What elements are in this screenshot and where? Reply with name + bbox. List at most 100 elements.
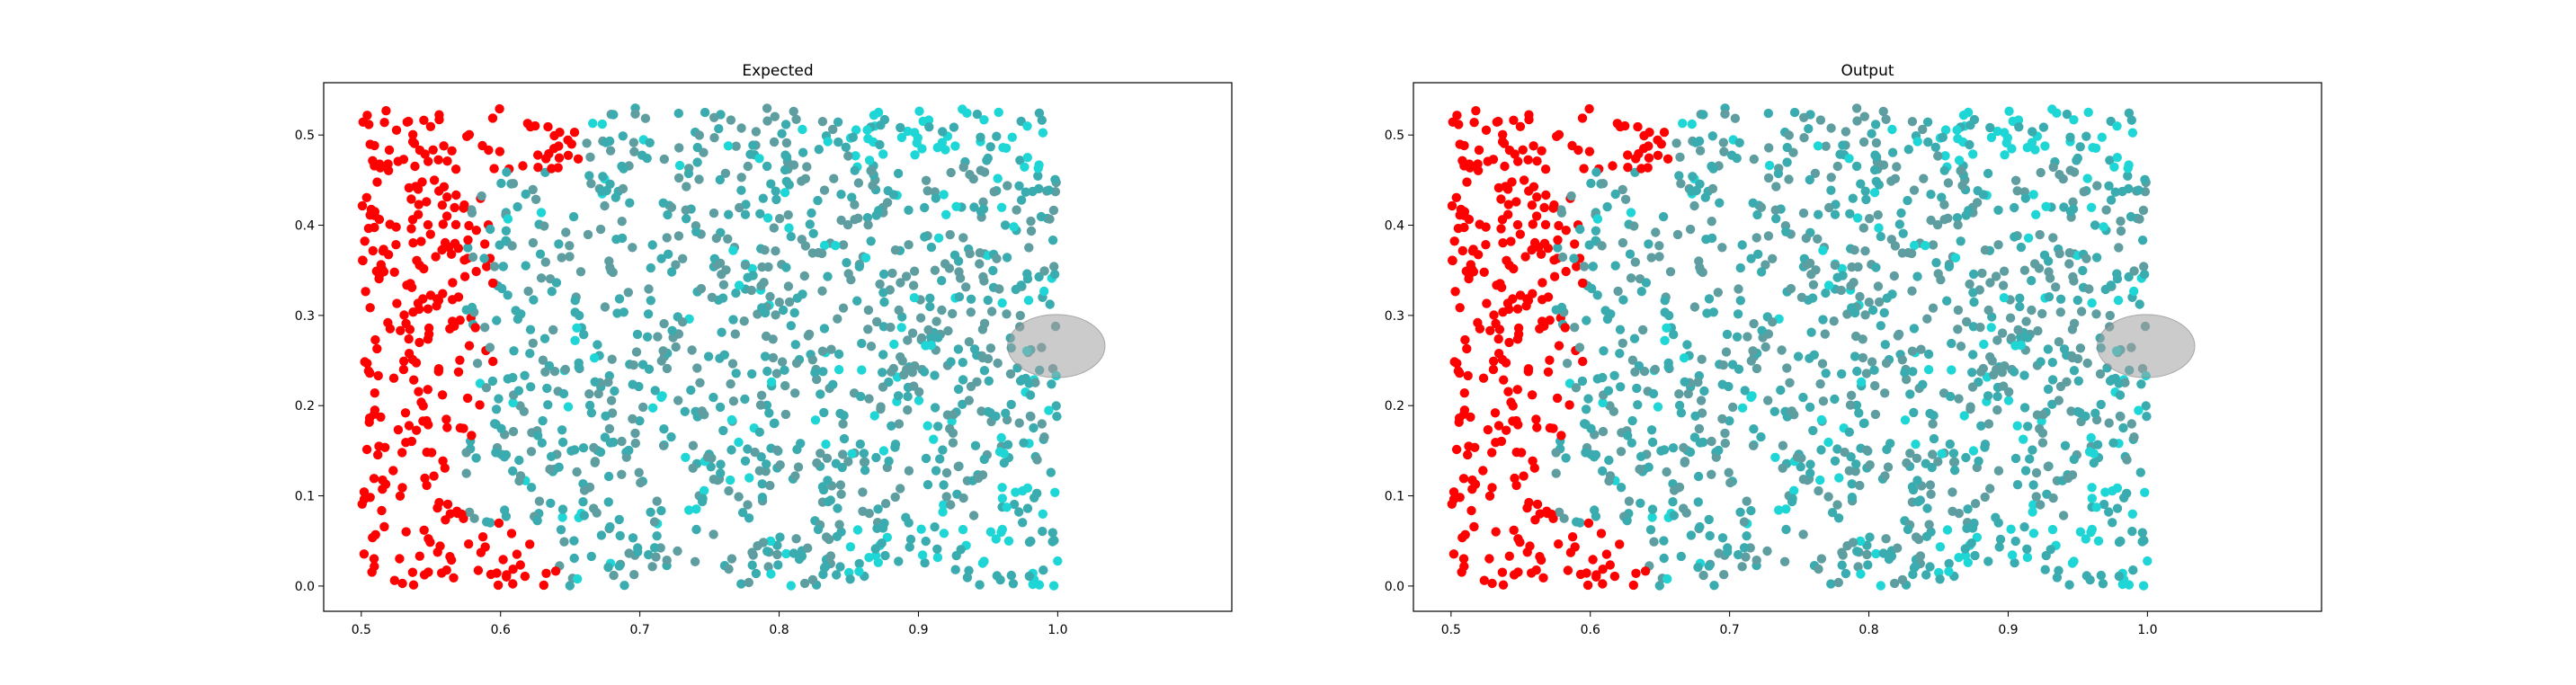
output-point: [1818, 396, 1829, 406]
output-point: [2020, 193, 2030, 203]
expected-point: [656, 356, 666, 366]
output-point: [1827, 508, 1838, 518]
output-point: [1764, 160, 1775, 171]
output-point: [1873, 281, 1884, 291]
expected-point: [896, 132, 907, 143]
expected-point: [511, 306, 521, 316]
expected-point: [513, 386, 524, 396]
output-point: [2006, 333, 2017, 343]
output-point: [1508, 294, 1518, 304]
output-point: [1860, 310, 1870, 320]
output-point: [1821, 369, 1831, 378]
expected-point: [763, 262, 773, 272]
output-point: [1624, 496, 1635, 506]
expected-point: [1012, 205, 1021, 215]
output-point: [1918, 379, 1928, 389]
expected-point: [590, 377, 600, 387]
output-point: [1586, 423, 1596, 433]
expected-point: [389, 575, 399, 585]
output-point: [2044, 267, 2054, 277]
output-point: [2013, 115, 2024, 125]
output-point: [1999, 293, 2010, 303]
expected-point: [617, 436, 627, 447]
expected-point: [899, 369, 909, 380]
output-point: [1969, 518, 1979, 529]
expected-point: [989, 187, 999, 197]
expected-point: [751, 127, 762, 137]
expected-point: [833, 503, 842, 513]
output-point: [1926, 190, 1936, 200]
expected-point: [673, 396, 683, 405]
expected-point: [595, 224, 606, 235]
expected-point: [964, 337, 975, 347]
output-point: [1645, 128, 1654, 138]
output-point: [1722, 329, 1733, 340]
output-point: [1529, 141, 1538, 151]
expected-point: [780, 365, 789, 375]
output-point: [1880, 388, 1890, 398]
output-point: [1781, 227, 1791, 236]
expected-point: [762, 103, 772, 113]
output-point: [1833, 513, 1844, 523]
expected-point: [948, 438, 958, 448]
expected-point: [462, 393, 473, 404]
expected-point: [932, 552, 943, 563]
expected-point: [1006, 399, 1016, 410]
expected-point: [893, 391, 904, 401]
output-point: [1510, 473, 1520, 484]
expected-point: [923, 115, 934, 125]
expected-point: [369, 554, 379, 564]
output-point: [1746, 254, 1756, 263]
output-point: [1620, 194, 1631, 204]
expected-point: [991, 534, 1002, 544]
expected-point: [658, 198, 668, 208]
output-point: [1926, 489, 1936, 499]
output-point: [1556, 205, 1566, 215]
output-point: [1679, 353, 1689, 363]
output-point: [1509, 263, 1519, 274]
output-point: [2138, 581, 2149, 591]
expected-point: [459, 271, 470, 281]
output-point: [2135, 467, 2145, 477]
output-point: [1602, 201, 1612, 212]
output-point: [1855, 291, 1865, 302]
expected-point: [843, 269, 853, 279]
expected-point: [539, 580, 548, 591]
expected-point: [748, 140, 758, 150]
expected-point: [400, 408, 411, 418]
output-point: [1851, 161, 1862, 172]
expected-point: [854, 558, 864, 569]
output-point: [1876, 321, 1885, 331]
output-point: [1924, 520, 1934, 529]
expected-point: [823, 137, 833, 147]
expected-point: [1052, 412, 1062, 422]
expected-point: [762, 547, 772, 556]
expected-point: [596, 530, 607, 540]
output-point: [2095, 369, 2106, 379]
expected-point: [470, 323, 480, 333]
expected-point: [948, 308, 958, 319]
expected-point: [684, 505, 694, 515]
output-point: [1515, 121, 1526, 131]
expected-point: [864, 394, 874, 404]
expected-point: [536, 208, 547, 218]
expected-point: [709, 529, 718, 539]
expected-point: [1032, 455, 1042, 465]
output-xtick-label: 0.7: [1720, 623, 1740, 637]
output-point: [1768, 317, 1778, 327]
expected-point: [863, 305, 874, 316]
output-point: [1693, 562, 1703, 573]
expected-point: [1034, 183, 1044, 194]
output-point: [1858, 352, 1868, 363]
expected-point: [643, 309, 654, 319]
expected-point: [629, 570, 639, 580]
output-point: [1771, 214, 1781, 224]
output-point: [1954, 553, 1964, 563]
expected-point: [935, 454, 945, 464]
expected-point: [709, 208, 719, 218]
output-point: [1502, 425, 1511, 435]
expected-point: [491, 448, 501, 458]
output-point: [1870, 409, 1881, 420]
expected-point: [726, 445, 736, 455]
output-point: [1893, 543, 1903, 553]
